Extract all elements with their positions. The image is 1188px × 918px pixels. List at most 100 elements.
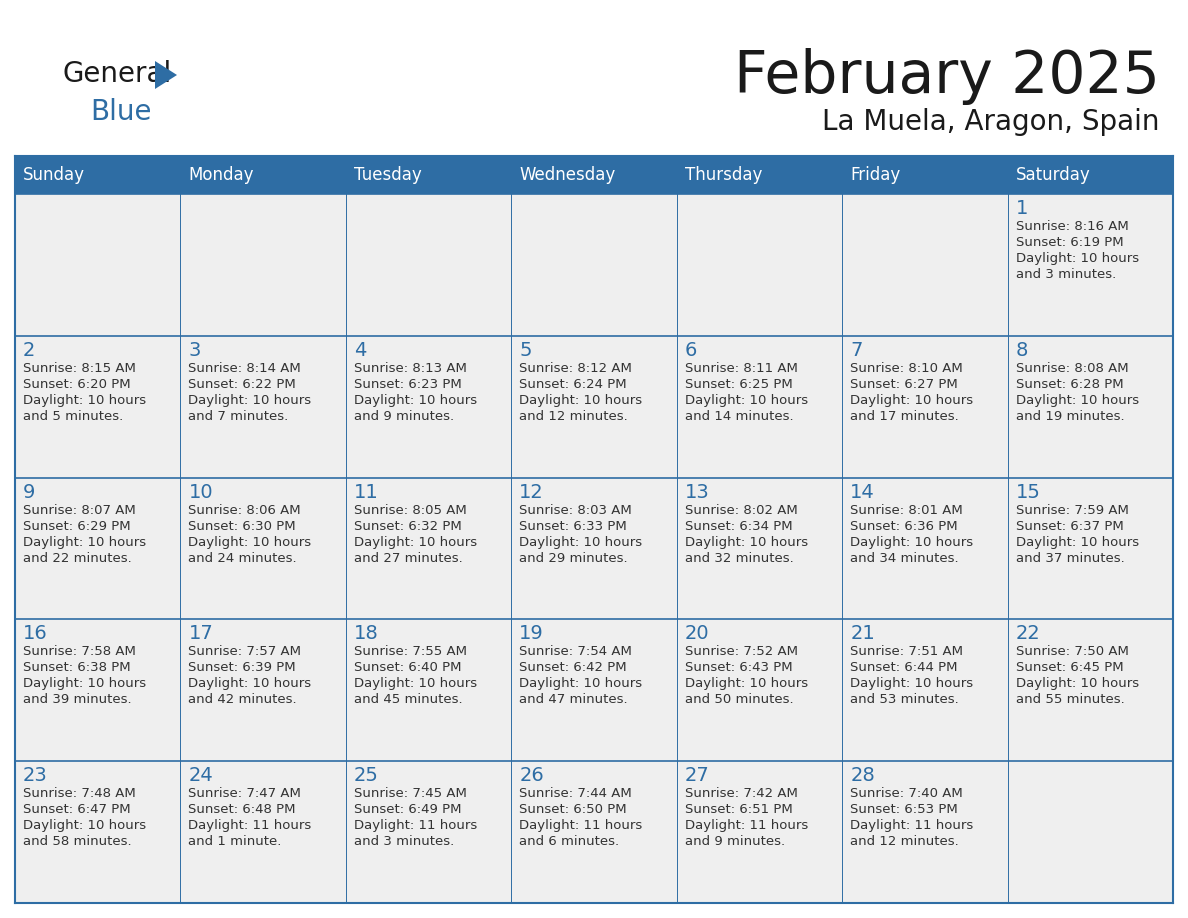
Text: Daylight: 10 hours: Daylight: 10 hours xyxy=(189,394,311,407)
Text: Sunset: 6:22 PM: Sunset: 6:22 PM xyxy=(189,378,296,391)
Bar xyxy=(346,156,511,194)
Bar xyxy=(346,761,511,903)
Bar xyxy=(842,477,1007,620)
Bar xyxy=(677,620,842,761)
Text: Sunrise: 7:44 AM: Sunrise: 7:44 AM xyxy=(519,788,632,800)
Text: and 3 minutes.: and 3 minutes. xyxy=(1016,268,1116,281)
Text: 5: 5 xyxy=(519,341,532,360)
Bar xyxy=(677,336,842,477)
Text: Sunset: 6:38 PM: Sunset: 6:38 PM xyxy=(23,661,131,675)
Text: Daylight: 10 hours: Daylight: 10 hours xyxy=(1016,394,1138,407)
Text: and 12 minutes.: and 12 minutes. xyxy=(519,409,628,423)
Text: 18: 18 xyxy=(354,624,379,644)
Text: Sunset: 6:33 PM: Sunset: 6:33 PM xyxy=(519,520,627,532)
Text: Sunset: 6:27 PM: Sunset: 6:27 PM xyxy=(851,378,958,391)
Bar xyxy=(15,761,181,903)
Text: 17: 17 xyxy=(189,624,213,644)
Text: 14: 14 xyxy=(851,483,874,501)
Text: Daylight: 11 hours: Daylight: 11 hours xyxy=(189,819,311,833)
Text: Sunrise: 8:03 AM: Sunrise: 8:03 AM xyxy=(519,504,632,517)
Text: Daylight: 10 hours: Daylight: 10 hours xyxy=(851,394,973,407)
Bar xyxy=(181,477,346,620)
Text: Sunrise: 7:42 AM: Sunrise: 7:42 AM xyxy=(684,788,797,800)
Text: Sunset: 6:25 PM: Sunset: 6:25 PM xyxy=(684,378,792,391)
Text: 19: 19 xyxy=(519,624,544,644)
Text: and 5 minutes.: and 5 minutes. xyxy=(23,409,124,423)
Text: 3: 3 xyxy=(189,341,201,360)
Text: Sunrise: 7:40 AM: Sunrise: 7:40 AM xyxy=(851,788,963,800)
Text: Sunrise: 8:14 AM: Sunrise: 8:14 AM xyxy=(189,362,302,375)
Text: 15: 15 xyxy=(1016,483,1041,501)
Text: and 7 minutes.: and 7 minutes. xyxy=(189,409,289,423)
Bar xyxy=(1007,620,1173,761)
Text: and 39 minutes.: and 39 minutes. xyxy=(23,693,132,706)
Text: 21: 21 xyxy=(851,624,874,644)
Text: 16: 16 xyxy=(23,624,48,644)
Text: Sunset: 6:44 PM: Sunset: 6:44 PM xyxy=(851,661,958,675)
Text: Saturday: Saturday xyxy=(1016,166,1091,184)
Bar xyxy=(1007,761,1173,903)
Text: Sunset: 6:24 PM: Sunset: 6:24 PM xyxy=(519,378,627,391)
Text: and 24 minutes.: and 24 minutes. xyxy=(189,552,297,565)
Bar xyxy=(511,194,677,336)
Bar xyxy=(346,477,511,620)
Text: Sunday: Sunday xyxy=(23,166,86,184)
Text: 25: 25 xyxy=(354,767,379,785)
Text: and 9 minutes.: and 9 minutes. xyxy=(684,835,785,848)
Text: Daylight: 10 hours: Daylight: 10 hours xyxy=(189,677,311,690)
Text: and 3 minutes.: and 3 minutes. xyxy=(354,835,454,848)
Text: Daylight: 10 hours: Daylight: 10 hours xyxy=(1016,535,1138,549)
Text: 8: 8 xyxy=(1016,341,1028,360)
Text: and 6 minutes.: and 6 minutes. xyxy=(519,835,619,848)
Text: Sunrise: 8:12 AM: Sunrise: 8:12 AM xyxy=(519,362,632,375)
Text: Sunrise: 7:48 AM: Sunrise: 7:48 AM xyxy=(23,788,135,800)
Text: Daylight: 10 hours: Daylight: 10 hours xyxy=(851,677,973,690)
Text: 22: 22 xyxy=(1016,624,1041,644)
Text: Daylight: 10 hours: Daylight: 10 hours xyxy=(684,535,808,549)
Text: 23: 23 xyxy=(23,767,48,785)
Bar xyxy=(346,194,511,336)
Text: Thursday: Thursday xyxy=(684,166,762,184)
Text: and 34 minutes.: and 34 minutes. xyxy=(851,552,959,565)
Bar xyxy=(511,477,677,620)
Text: 27: 27 xyxy=(684,767,709,785)
Text: Sunrise: 7:45 AM: Sunrise: 7:45 AM xyxy=(354,788,467,800)
Polygon shape xyxy=(154,61,177,89)
Text: 12: 12 xyxy=(519,483,544,501)
Text: Sunrise: 8:06 AM: Sunrise: 8:06 AM xyxy=(189,504,301,517)
Text: and 1 minute.: and 1 minute. xyxy=(189,835,282,848)
Bar xyxy=(181,620,346,761)
Bar xyxy=(677,761,842,903)
Text: General: General xyxy=(62,60,171,88)
Bar xyxy=(181,156,346,194)
Text: and 22 minutes.: and 22 minutes. xyxy=(23,552,132,565)
Text: Daylight: 11 hours: Daylight: 11 hours xyxy=(684,819,808,833)
Text: Sunrise: 8:16 AM: Sunrise: 8:16 AM xyxy=(1016,220,1129,233)
Text: Sunset: 6:47 PM: Sunset: 6:47 PM xyxy=(23,803,131,816)
Text: 20: 20 xyxy=(684,624,709,644)
Bar xyxy=(677,194,842,336)
Text: 9: 9 xyxy=(23,483,36,501)
Text: Sunset: 6:19 PM: Sunset: 6:19 PM xyxy=(1016,236,1123,249)
Text: Tuesday: Tuesday xyxy=(354,166,422,184)
Text: 6: 6 xyxy=(684,341,697,360)
Bar xyxy=(511,620,677,761)
Text: 1: 1 xyxy=(1016,199,1028,218)
Bar xyxy=(15,477,181,620)
Text: Sunset: 6:29 PM: Sunset: 6:29 PM xyxy=(23,520,131,532)
Bar xyxy=(842,336,1007,477)
Text: 10: 10 xyxy=(189,483,213,501)
Text: Daylight: 10 hours: Daylight: 10 hours xyxy=(354,677,478,690)
Text: Daylight: 11 hours: Daylight: 11 hours xyxy=(519,819,643,833)
Text: Daylight: 10 hours: Daylight: 10 hours xyxy=(189,535,311,549)
Text: and 32 minutes.: and 32 minutes. xyxy=(684,552,794,565)
Text: and 29 minutes.: and 29 minutes. xyxy=(519,552,628,565)
Text: Sunrise: 7:47 AM: Sunrise: 7:47 AM xyxy=(189,788,302,800)
Text: Sunset: 6:42 PM: Sunset: 6:42 PM xyxy=(519,661,627,675)
Text: and 42 minutes.: and 42 minutes. xyxy=(189,693,297,706)
Bar xyxy=(15,336,181,477)
Text: Sunrise: 8:13 AM: Sunrise: 8:13 AM xyxy=(354,362,467,375)
Bar xyxy=(1007,336,1173,477)
Bar xyxy=(1007,477,1173,620)
Bar xyxy=(181,761,346,903)
